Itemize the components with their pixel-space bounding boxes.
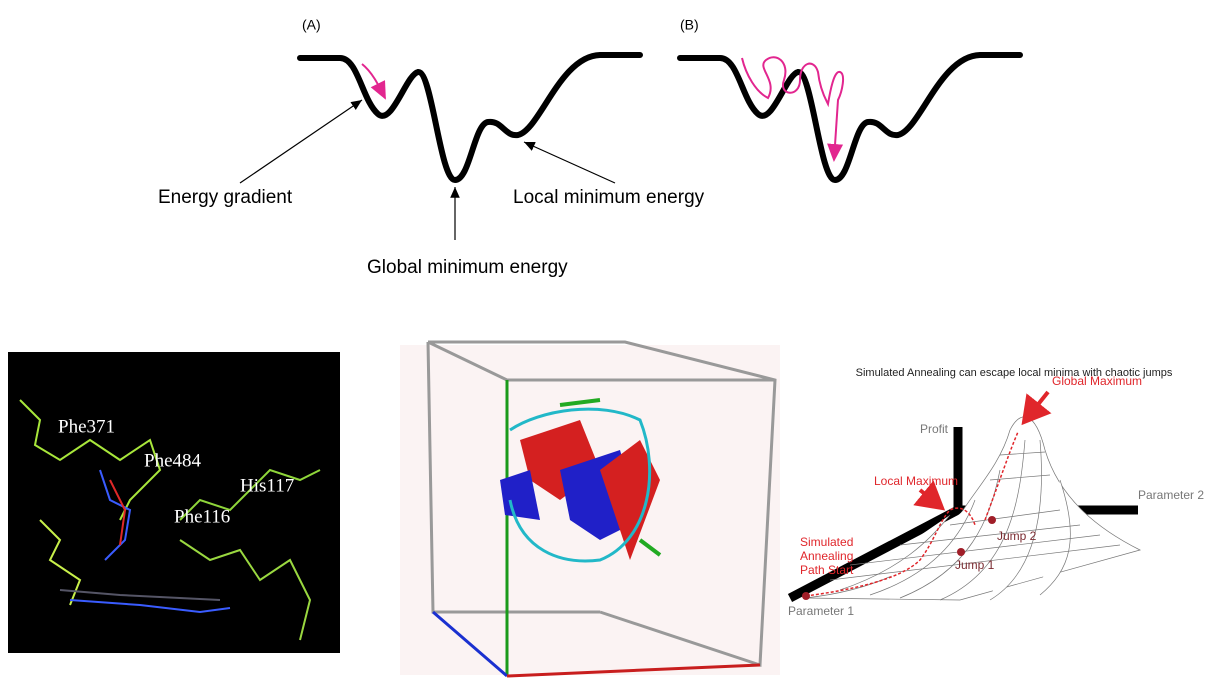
residue-label: Phe116 [174,506,230,527]
label: Parameter 1 [788,604,854,618]
residue-label: Phe371 [58,416,115,437]
panel-a: (A) Energy gradient Local minimum energy… [158,17,705,278]
label: Annealing [800,549,853,563]
pointer [240,100,362,183]
md-box [400,342,780,676]
label: Global minimum energy [367,257,568,278]
annealing-plot: Simulated Annealing can escape local min… [788,367,1204,618]
residue-label: His117 [240,475,294,496]
panel-tag: (B) [680,17,699,33]
pointer [1024,392,1048,422]
label: Jump 2 [997,529,1037,543]
label: Jump 1 [955,558,995,572]
energy-curve [300,55,640,180]
label: Local minimum energy [513,187,705,208]
panel-b: (B) [680,17,1020,180]
label: Profit [920,422,949,436]
page: {"panel_a": {"tag": "(A)", "energy_gradi… [0,0,1217,679]
start-point [802,592,810,600]
label: Energy gradient [158,187,293,208]
jump-point [988,516,996,524]
pointer [524,142,615,183]
binding-site: Phe371 Phe484 His117 Phe116 [8,352,340,653]
label: Local Maximum [874,474,958,488]
viewer [8,352,340,653]
residue-label: Phe484 [144,450,202,471]
label: Path Start [800,563,854,577]
figure: (A) Energy gradient Local minimum energy… [0,0,1217,679]
panel-tag: (A) [302,17,321,33]
label: Global Maximum [1052,374,1142,388]
label: Parameter 2 [1138,488,1204,502]
energy-curve [680,55,1020,180]
pointer [920,490,942,508]
jump-point [957,548,965,556]
label: Simulated [800,535,853,549]
